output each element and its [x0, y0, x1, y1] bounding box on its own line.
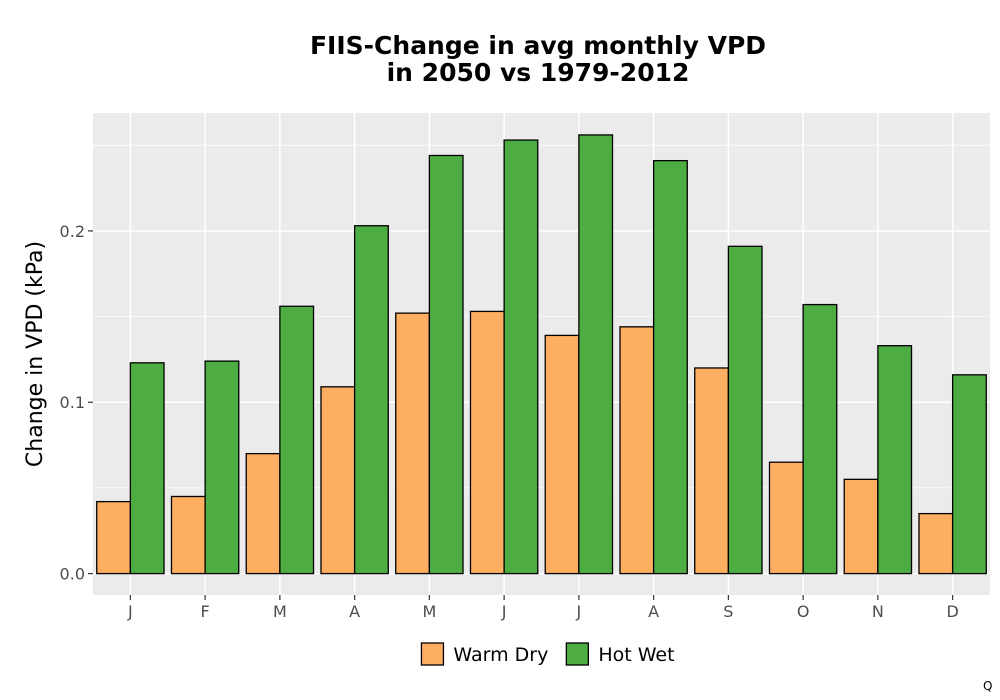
bar-hot-wet-12 [951, 374, 987, 575]
bar-hot-wet-8 [652, 159, 688, 575]
bars [96, 134, 987, 575]
x-tick-label: D [946, 602, 958, 621]
x-tick-label: A [349, 602, 360, 621]
bar-hot-wet-9 [727, 245, 763, 575]
y-tick-label: 0.0 [60, 565, 85, 584]
x-tick-label: A [648, 602, 659, 621]
bar-hot-wet-3 [279, 305, 315, 575]
legend-swatch-warm-dry [420, 642, 445, 666]
x-tick-label: S [723, 602, 733, 621]
legend-label-hot-wet: Hot Wet [598, 644, 674, 666]
bar-warm-dry-7 [544, 334, 580, 575]
bar-hot-wet-4 [353, 225, 389, 575]
x-tick-label: O [797, 602, 810, 621]
x-tick-label: N [872, 602, 884, 621]
bar-hot-wet-1 [129, 362, 165, 575]
legend-label-warm-dry: Warm Dry [453, 644, 548, 666]
bar-hot-wet-11 [877, 345, 913, 575]
bar-warm-dry-6 [469, 310, 505, 575]
legend: Warm Dry Hot Wet [420, 642, 675, 666]
bar-warm-dry-3 [245, 452, 281, 575]
bar-hot-wet-2 [204, 360, 240, 575]
corner-mark: Q [983, 679, 992, 693]
bar-warm-dry-1 [96, 500, 132, 575]
y-tick-label: 0.2 [60, 222, 85, 241]
x-tick-label: M [273, 602, 287, 621]
x-tick-label: J [576, 602, 582, 621]
chart-title-line-1: FIIS-Change in avg monthly VPD [310, 31, 766, 60]
bar-warm-dry-9 [694, 367, 730, 575]
axes: 0.0 0.1 0.2 J F M A M J J A S O N D [60, 222, 959, 621]
bar-warm-dry-12 [918, 512, 954, 575]
bar-hot-wet-7 [578, 134, 614, 575]
bar-warm-dry-4 [320, 386, 356, 575]
y-tick-label: 0.1 [60, 393, 85, 412]
bar-warm-dry-2 [170, 495, 206, 575]
bar-warm-dry-5 [395, 312, 431, 575]
x-tick-label: F [201, 602, 210, 621]
bar-hot-wet-5 [428, 154, 464, 575]
legend-swatch-hot-wet [565, 642, 590, 666]
y-axis-title: Change in VPD (kPa) [23, 241, 48, 467]
bar-hot-wet-6 [503, 139, 539, 575]
chart-title-line-2: in 2050 vs 1979-2012 [387, 58, 690, 87]
plot-panel [93, 113, 990, 595]
x-tick-label: M [422, 602, 436, 621]
x-tick-label: J [501, 602, 507, 621]
bar-warm-dry-10 [768, 461, 804, 575]
bar-hot-wet-10 [802, 303, 838, 575]
bar-warm-dry-11 [843, 478, 879, 575]
x-tick-label: J [127, 602, 133, 621]
bar-warm-dry-8 [619, 326, 655, 575]
